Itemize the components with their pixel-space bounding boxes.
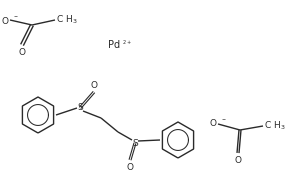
Text: $^{2+}$: $^{2+}$	[122, 39, 132, 45]
Text: O: O	[235, 156, 242, 165]
Text: S: S	[77, 104, 83, 113]
Text: O: O	[127, 163, 134, 172]
Text: C H$_3$: C H$_3$	[264, 120, 286, 132]
Text: S: S	[132, 138, 138, 148]
Text: $^{-}$: $^{-}$	[13, 14, 19, 20]
Text: O: O	[2, 16, 9, 26]
Text: C H$_3$: C H$_3$	[56, 14, 77, 26]
Text: $^{-}$: $^{-}$	[221, 117, 226, 123]
Text: O: O	[19, 48, 26, 57]
Text: O: O	[91, 81, 98, 90]
Text: O: O	[210, 119, 217, 129]
Text: Pd: Pd	[108, 40, 120, 50]
